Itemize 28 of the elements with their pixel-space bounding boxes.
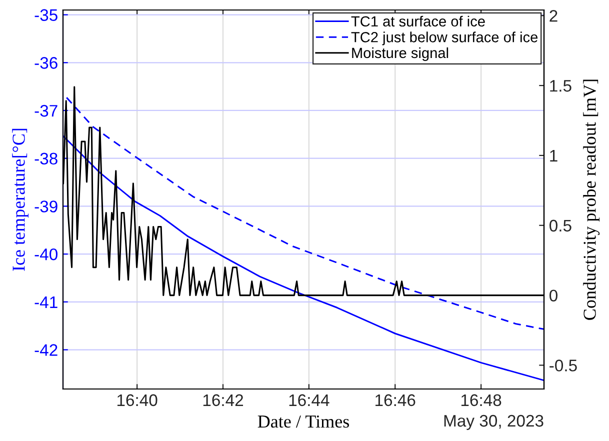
y-tick-label: -37 [34, 104, 58, 117]
x-tick-label: 16:44 [289, 394, 330, 406]
line-series [63, 135, 544, 382]
y2-tick-label: -0.5 [550, 360, 577, 372]
y-tick-label: -41 [34, 296, 58, 308]
legend-label: Moisture signal [352, 47, 448, 61]
y2-tick-label: 1.5 [550, 80, 572, 92]
line-series [66, 96, 544, 330]
legend-label: TC2 just below surface of ice [351, 32, 538, 46]
x-axis-title: Date / Times [258, 416, 349, 428]
y-tick-label: -39 [34, 200, 58, 212]
x-tick-label: 16:48 [461, 394, 502, 406]
y2-axis-title: Conductivity probe readout [mV] [583, 80, 600, 320]
y2-tick-label: 2 [550, 10, 558, 22]
y-tick-label: -38 [34, 152, 58, 165]
x-tick-label: 16:42 [203, 394, 244, 406]
y-tick-label: -40 [34, 248, 58, 260]
x-tick-label: 16:40 [117, 394, 158, 406]
y-axis-title: Ice temperature[°C] [12, 128, 28, 271]
y-tick-label: -42 [34, 344, 58, 356]
x-tick-label: 16:46 [376, 394, 416, 406]
y2-tick-label: 0 [550, 290, 558, 302]
y2-tick-label: 0.5 [550, 220, 572, 232]
y-tick-label: -35 [34, 9, 58, 21]
text: May 30, 2023 [444, 414, 544, 430]
y2-tick-label: 1 [550, 150, 558, 162]
legend-label: TC1 at surface of ice [351, 16, 485, 27]
y-tick-label: -36 [34, 57, 58, 69]
